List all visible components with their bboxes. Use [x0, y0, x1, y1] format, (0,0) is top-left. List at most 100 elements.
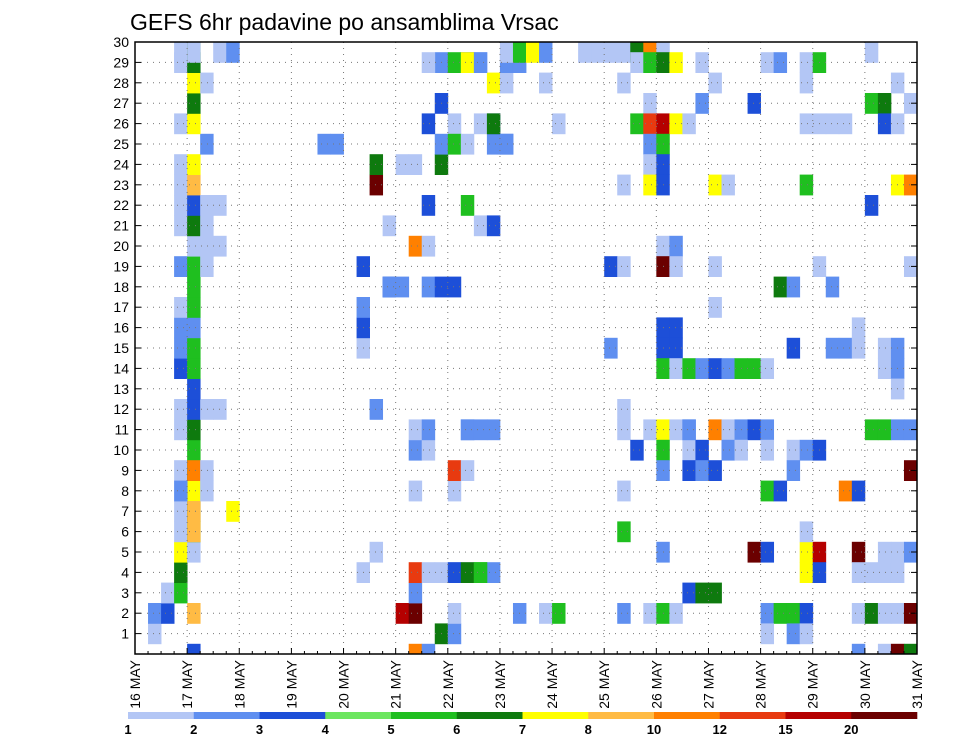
heatmap-cell [617, 480, 631, 502]
x-tick-label: 24 MAY [544, 659, 560, 708]
heatmap-cell [447, 460, 462, 481]
heatmap-cell [486, 113, 501, 135]
heatmap-cell [408, 582, 423, 604]
y-tick-label: 22 [113, 197, 129, 213]
heatmap-cell [174, 256, 188, 277]
heatmap-cell [786, 623, 801, 645]
heatmap-cell [721, 174, 735, 196]
data-cells [148, 42, 918, 655]
heatmap-cell [174, 419, 188, 441]
heatmap-cell [617, 399, 631, 420]
heatmap-cell [369, 154, 384, 175]
heatmap-cell [903, 541, 918, 563]
y-tick-label: 30 [113, 34, 129, 50]
y-tick-label: 16 [113, 320, 129, 336]
heatmap-cell [174, 460, 188, 481]
heatmap-cell [174, 215, 188, 237]
heatmap-cell [486, 215, 501, 237]
heatmap-cell [669, 256, 683, 277]
x-tick-label: 25 MAY [596, 659, 612, 708]
legend-swatch [193, 712, 260, 719]
heatmap-cell [773, 276, 788, 298]
heatmap-cell [747, 358, 761, 379]
heatmap-cell [187, 317, 201, 339]
heatmap-cell [682, 358, 696, 379]
heatmap-cell [187, 480, 201, 502]
heatmap-cell [643, 113, 657, 135]
heatmap-cell [330, 133, 344, 155]
legend-label: 2 [190, 722, 197, 737]
heatmap-cell [174, 195, 188, 216]
y-tick-label: 2 [121, 605, 129, 621]
color-legend: 1 2 3 4 5 6 7 8 10 12 15 20 [124, 712, 918, 737]
heatmap-cell [174, 154, 188, 175]
heatmap-cell [851, 480, 866, 502]
legend-swatch [259, 712, 326, 719]
legend-swatch [456, 712, 523, 719]
heatmap-cell [473, 52, 488, 73]
heatmap-cell [408, 562, 423, 583]
y-tick-label: 9 [121, 462, 129, 478]
heatmap-cell [447, 276, 462, 298]
y-tick-label: 26 [113, 116, 129, 132]
heatmap-cell [669, 337, 683, 359]
heatmap-cell [187, 643, 201, 655]
legend-label: 12 [713, 722, 727, 737]
legend-swatch [785, 712, 852, 719]
heatmap-cell [174, 521, 188, 543]
heatmap-cell [747, 541, 761, 563]
heatmap-cell [669, 113, 683, 135]
heatmap-cell [773, 603, 788, 624]
y-tick-label: 15 [113, 340, 129, 356]
heatmap-cell [382, 276, 397, 298]
heatmap-cell [591, 42, 605, 63]
heatmap-cell [421, 195, 436, 216]
heatmap-cell [877, 419, 892, 441]
heatmap-cell [460, 562, 475, 583]
heatmap-cell [408, 643, 423, 655]
heatmap-cell [721, 439, 735, 461]
heatmap-cell [174, 317, 188, 339]
x-tick-label: 23 MAY [492, 659, 508, 708]
heatmap-cell [786, 460, 801, 481]
chart-title: GEFS 6hr padavine po ansamblima Vrsac [130, 9, 559, 35]
heatmap-cell [187, 358, 201, 379]
heatmap-cell [200, 460, 214, 481]
heatmap-cell [187, 215, 201, 237]
heatmap-cell [799, 541, 814, 563]
heatmap-cell [460, 52, 475, 73]
legend-swatch [325, 712, 392, 719]
heatmap-cell [669, 235, 683, 257]
heatmap-cell [161, 582, 175, 604]
heatmap-cell [447, 562, 462, 583]
heatmap-cell [395, 154, 410, 175]
heatmap-cell [786, 276, 801, 298]
heatmap-cell [473, 113, 488, 135]
heatmap-cell [486, 562, 501, 583]
heatmap-cell [799, 52, 814, 73]
heatmap-cell [421, 643, 436, 655]
heatmap-cell [825, 337, 840, 359]
heatmap-cell [825, 113, 840, 135]
heatmap-cell [669, 317, 683, 339]
heatmap-cell [539, 42, 553, 63]
heatmap-cell [838, 337, 853, 359]
heatmap-cell [187, 235, 201, 257]
heatmap-cell [421, 113, 436, 135]
heatmap-cell [187, 276, 201, 298]
heatmap-cell [174, 480, 188, 502]
heatmap-cell [708, 72, 722, 94]
heatmap-cell [447, 133, 462, 155]
heatmap-cell [187, 419, 201, 441]
heatmap-cell [578, 42, 592, 63]
heatmap-cell [864, 562, 879, 583]
legend-label: 5 [387, 722, 394, 737]
y-tick-label: 24 [113, 156, 129, 172]
heatmap-cell [669, 419, 683, 441]
heatmap-cell [851, 541, 866, 563]
heatmap-cell [499, 42, 514, 63]
heatmap-cell [161, 603, 175, 624]
heatmap-cell [174, 358, 188, 379]
heatmap-cell [187, 501, 201, 522]
legend-swatch [719, 712, 786, 719]
